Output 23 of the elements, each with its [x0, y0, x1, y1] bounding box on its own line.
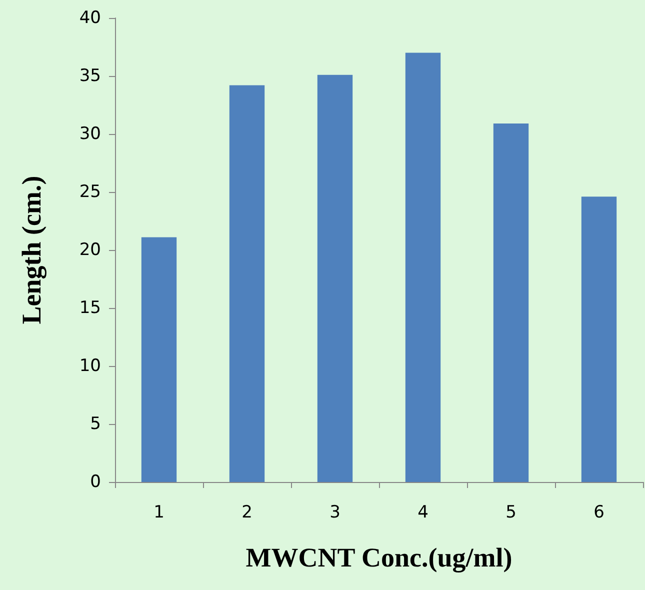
bar	[317, 74, 353, 482]
x-tick-label: 6	[594, 502, 604, 522]
x-tick-label: 2	[242, 502, 252, 522]
bar	[405, 52, 441, 482]
x-tick-label: 5	[506, 502, 516, 522]
y-tick-label: 25	[79, 182, 101, 202]
bar	[229, 85, 265, 482]
y-tick-label: 15	[79, 298, 101, 318]
bar	[493, 124, 529, 482]
y-tick-label: 0	[90, 472, 101, 492]
y-tick-label: 5	[90, 414, 101, 434]
y-tick-label: 10	[79, 356, 101, 376]
y-tick-label: 40	[79, 8, 101, 28]
x-axis-title: MWCNT Conc.(ug/ml)	[246, 542, 512, 572]
y-axis-title: Length (cm.)	[16, 176, 46, 324]
bar	[581, 196, 617, 482]
y-tick-label: 35	[79, 66, 101, 86]
y-tick-label: 30	[79, 124, 101, 144]
y-tick-label: 20	[79, 240, 101, 260]
bar	[141, 237, 177, 482]
x-tick-label: 1	[154, 502, 164, 522]
x-tick-label: 4	[418, 502, 428, 522]
x-tick-label: 3	[330, 502, 340, 522]
